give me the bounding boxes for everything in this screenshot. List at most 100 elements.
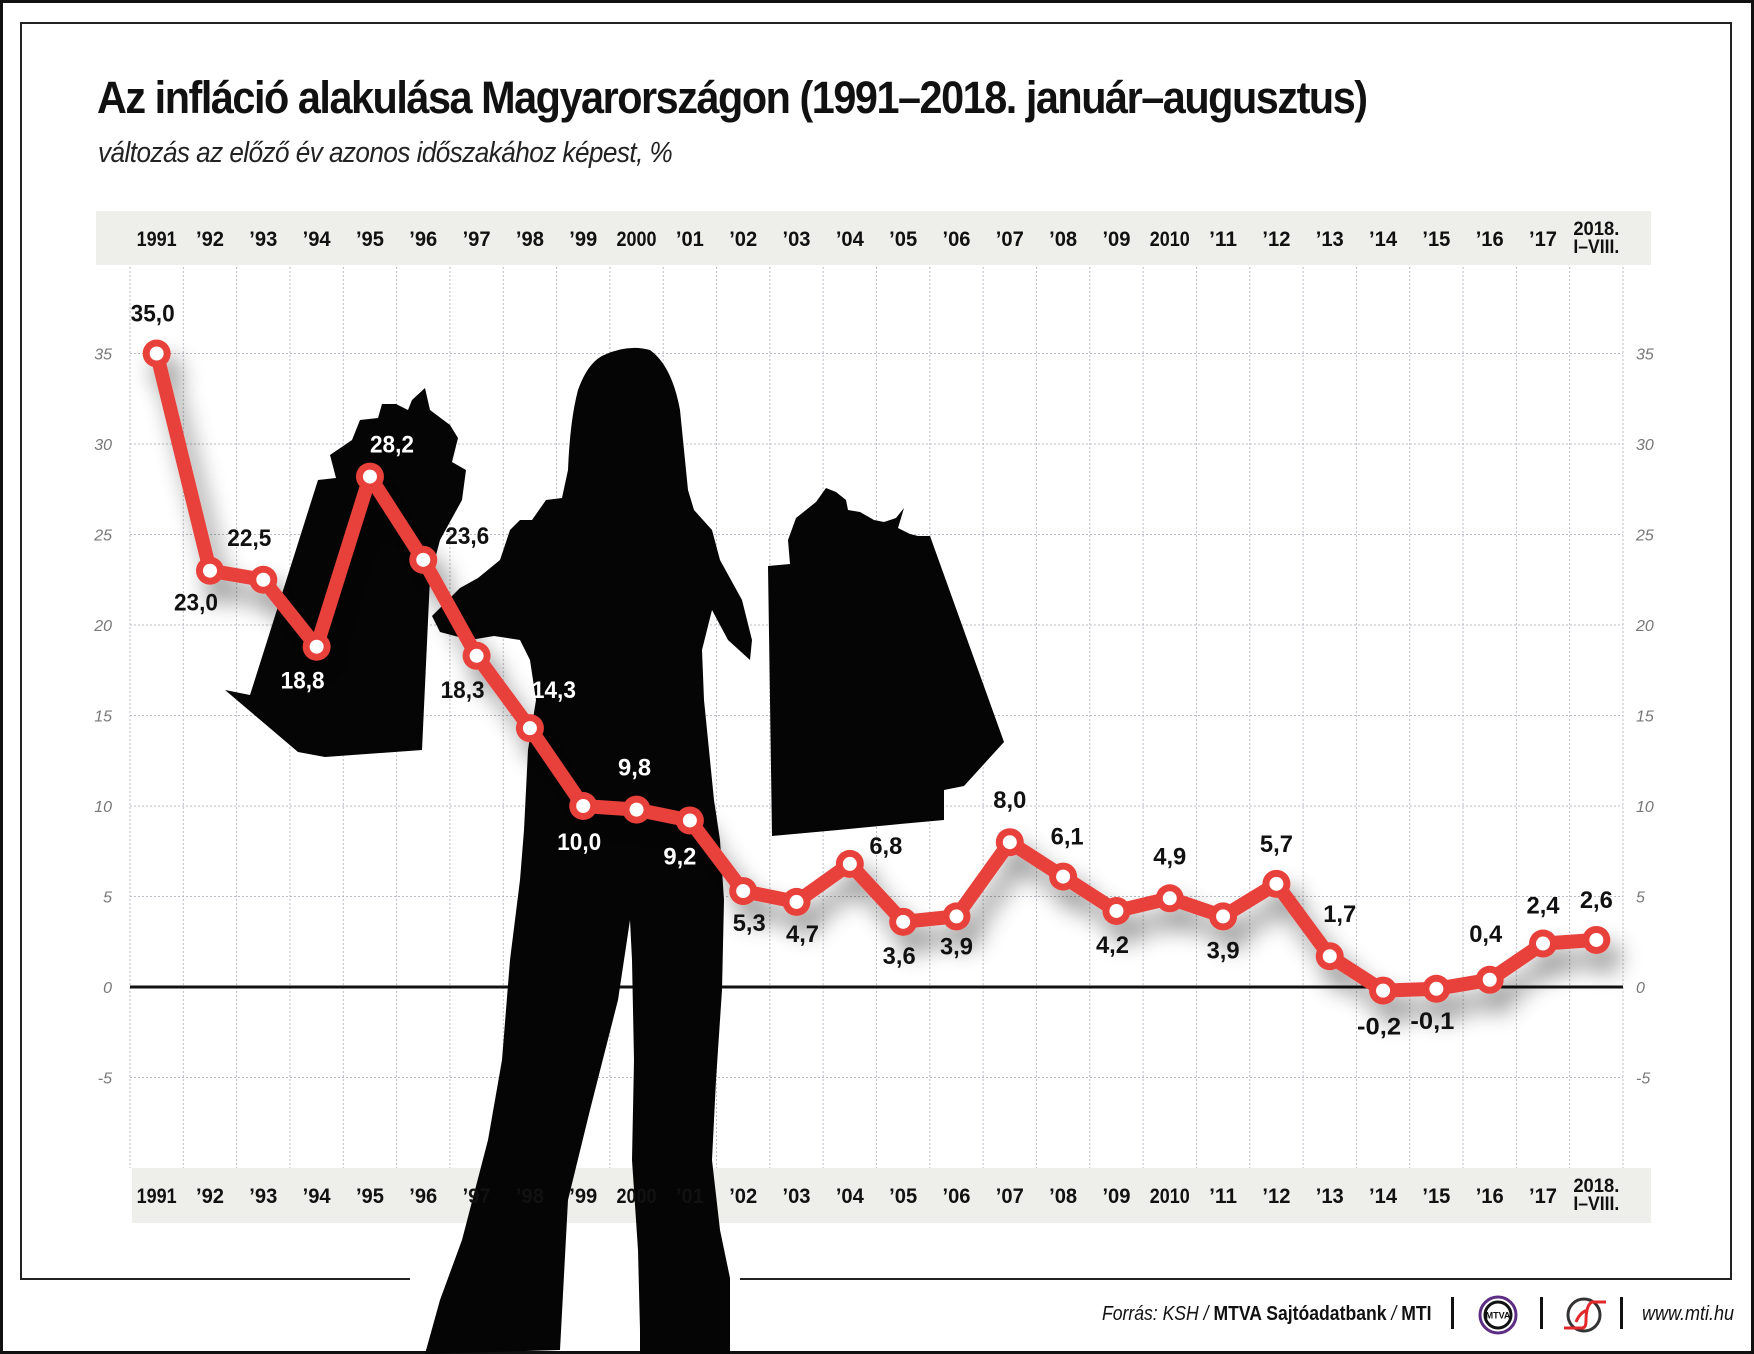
data-marker-center: [469, 648, 484, 663]
data-marker-center: [362, 469, 377, 484]
inner-frame-bottom-left: [20, 1278, 410, 1280]
right-y-tick: 5: [1636, 890, 1645, 907]
bottom-x-label: 1991: [137, 1185, 177, 1208]
data-label: 2,4: [1527, 893, 1561, 920]
data-labels: 35,0 23,0 22,5 18,8 28,2 23,6 18,3 14,3 10,0 9,8 9…: [131, 301, 1613, 1041]
top-x-label: 1991: [137, 228, 177, 251]
data-marker-center: [149, 346, 164, 361]
bottom-x-label: ’03: [783, 1185, 811, 1208]
bottom-x-label: 2018.: [1573, 1176, 1619, 1197]
left-y-tick: 30: [94, 437, 112, 454]
top-x-label: ’12: [1262, 228, 1290, 251]
bottom-x-label: 2010: [1150, 1185, 1190, 1208]
top-x-label: ’17: [1529, 228, 1557, 251]
top-x-label: ’93: [249, 228, 277, 251]
data-label: 23,0: [174, 590, 218, 617]
x-axis-labels: 1991 ’92 ’93 ’94 ’95 ’96 ’97 ’98 ’99 2000 ’01 ’02 ’0…: [137, 219, 1620, 1215]
data-marker-center: [1002, 835, 1017, 850]
bottom-x-label: 2000: [617, 1185, 657, 1208]
data-marker-center: [576, 799, 591, 813]
top-x-label: ’07: [996, 228, 1024, 251]
website-link[interactable]: www.mti.hu: [1642, 1303, 1735, 1325]
bottom-x-label: ’07: [996, 1185, 1024, 1208]
data-marker-center: [309, 639, 324, 654]
top-x-label: ’08: [1049, 228, 1077, 251]
data-marker-center: [736, 884, 751, 899]
bottom-x-label: ’97: [463, 1185, 491, 1208]
data-marker-center: [1109, 903, 1124, 918]
data-marker-center: [949, 909, 964, 924]
data-label: 4,2: [1096, 932, 1129, 959]
data-marker-center: [1482, 972, 1497, 987]
data-label: -0,1: [1410, 1008, 1454, 1035]
bottom-x-label: ’98: [516, 1185, 544, 1208]
data-marker-center: [522, 721, 537, 736]
top-x-label: ’16: [1476, 228, 1504, 251]
chart-title: Az infláció alakulása Magyarországon (19…: [97, 72, 1368, 123]
bottom-x-label: ’09: [1102, 1185, 1130, 1208]
top-x-label: ’97: [463, 228, 491, 251]
inner-frame-bottom-right: [740, 1278, 1732, 1280]
svg-text:MTVA: MTVA: [1486, 1311, 1511, 1321]
data-marker-center: [256, 572, 271, 587]
shopper-silhouette-icon: [225, 347, 1004, 1354]
data-label: 22,5: [227, 525, 271, 552]
mti-logo-icon: [1564, 1297, 1606, 1333]
source-bold: MTVA Sajtóadatbank: [1213, 1303, 1388, 1325]
data-label: 3,9: [1207, 937, 1240, 964]
data-label: 2,6: [1580, 887, 1613, 914]
top-x-label: ’13: [1316, 228, 1344, 251]
data-marker-center: [416, 552, 431, 567]
top-x-label: ’96: [409, 228, 437, 251]
inflation-line: [142, 339, 1611, 1005]
left-y-tick: 35: [94, 347, 112, 364]
data-label: 18,8: [281, 668, 325, 695]
footer-divider: [1540, 1297, 1543, 1329]
top-x-label: ’06: [942, 228, 970, 251]
right-y-tick: 25: [1635, 528, 1654, 545]
top-x-label: ’01: [676, 228, 704, 251]
left-y-tick: 5: [103, 890, 112, 907]
data-marker-center: [896, 914, 911, 929]
bottom-x-label: ’16: [1476, 1185, 1504, 1208]
footer-divider: [1451, 1297, 1454, 1329]
data-label: -0,2: [1357, 1014, 1401, 1041]
data-marker-center: [1269, 876, 1284, 891]
data-label: 5,7: [1260, 831, 1293, 858]
data-label: 14,3: [532, 677, 576, 704]
top-x-label: ’92: [196, 228, 224, 251]
bottom-x-label: ’04: [836, 1185, 864, 1208]
left-y-tick: 15: [94, 709, 112, 726]
data-label: 35,0: [131, 301, 175, 328]
data-marker-center: [1376, 983, 1391, 998]
axis-bands: [96, 211, 1651, 1223]
source-credit: Forrás: KSH / MTVA Sajtóadatbank / MTI: [1102, 1303, 1432, 1326]
bottom-x-label: ’17: [1529, 1185, 1557, 1208]
data-marker-center: [842, 856, 857, 871]
bottom-x-label: ’13: [1316, 1185, 1344, 1208]
data-marker-center: [1429, 981, 1444, 996]
bottom-x-label: ’95: [356, 1185, 384, 1208]
data-label: 4,9: [1153, 843, 1186, 870]
data-marker-center: [1589, 932, 1604, 947]
bottom-x-label: ’08: [1049, 1185, 1077, 1208]
chart-subtitle: változás az előző év azonos időszakához …: [98, 137, 673, 169]
data-marker-center: [1162, 891, 1177, 906]
top-x-label: ’99: [569, 228, 597, 251]
data-label: 3,6: [883, 943, 916, 970]
y-axis-ticks: 35 30 25 20 15 10 5 0 -5 35 30 25 20 15 10 5 0 -5: [93, 347, 1654, 1088]
top-x-label: ’11: [1209, 228, 1237, 251]
top-x-label: 2010: [1150, 228, 1190, 251]
top-x-label: ’09: [1102, 228, 1130, 251]
data-marker-center: [1322, 949, 1337, 964]
bottom-x-label: ’93: [249, 1185, 277, 1208]
source-mti: MTI: [1401, 1303, 1432, 1325]
data-marker-center: [1056, 869, 1071, 884]
left-y-tick: 10: [94, 799, 112, 816]
right-y-tick: -5: [1636, 1071, 1650, 1088]
top-x-label: 2000: [617, 228, 657, 251]
data-label: 6,1: [1051, 824, 1084, 851]
bottom-x-label: ’15: [1422, 1185, 1450, 1208]
